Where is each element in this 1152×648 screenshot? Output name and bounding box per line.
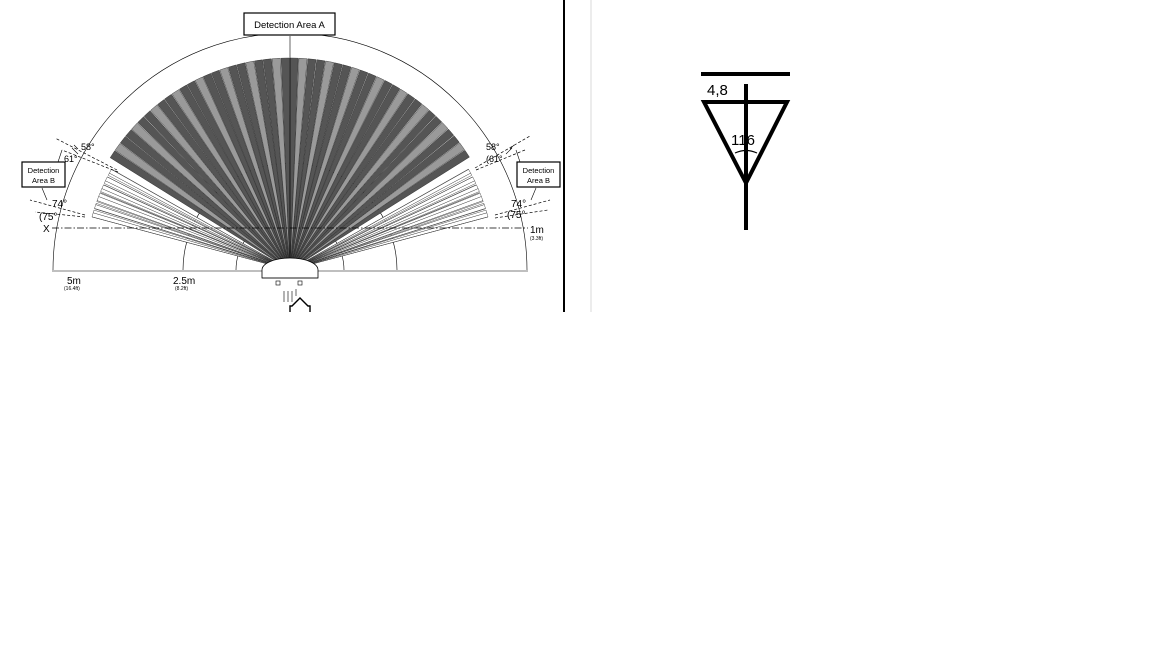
angle-left-75: (75°	[39, 212, 57, 223]
area-b-left-line2: Area B	[32, 176, 55, 185]
leader-left-top	[58, 150, 62, 162]
angle-right-61: (61°	[486, 154, 503, 164]
leader-left-bottom	[42, 188, 47, 200]
x-axis-label: X	[43, 224, 50, 235]
sensor-pin-left	[276, 281, 280, 285]
angle-left-58: 58°	[81, 142, 95, 152]
distance-2-5m-ft: (8.2ft)	[175, 286, 188, 292]
sensor-pin-right	[298, 281, 302, 285]
angle-right-74: 74°	[511, 199, 526, 210]
angle-right-75: (75°	[507, 210, 525, 221]
area-b-left-line1: Detection	[28, 166, 60, 175]
leader-right-top	[516, 150, 520, 162]
angle-tick-left	[72, 145, 78, 154]
distance-1m-ft: (3.3ft)	[530, 236, 543, 242]
sketch-label-angle: 116	[731, 132, 755, 149]
direction-arrow-icon	[290, 298, 310, 312]
area-b-right-line2: Area B	[527, 176, 550, 185]
area-b-right-line1: Detection	[523, 166, 555, 175]
angle-left-74: 74°	[52, 199, 67, 210]
angle-left-61: 61°	[64, 154, 78, 164]
sketch-label-top: 4,8	[707, 82, 728, 99]
sensor-dome	[262, 258, 318, 278]
angle-right-58: 58°	[486, 142, 500, 152]
distance-5m-ft: (16.4ft)	[64, 286, 80, 292]
angle-sketch: 4,8 116	[701, 74, 790, 230]
detection-diagram: Detection Area A Detection Area B Detect…	[22, 13, 560, 312]
distance-1m: 1m	[530, 225, 544, 236]
area-a-label: Detection Area A	[254, 20, 325, 31]
leader-right-bottom	[531, 188, 536, 200]
